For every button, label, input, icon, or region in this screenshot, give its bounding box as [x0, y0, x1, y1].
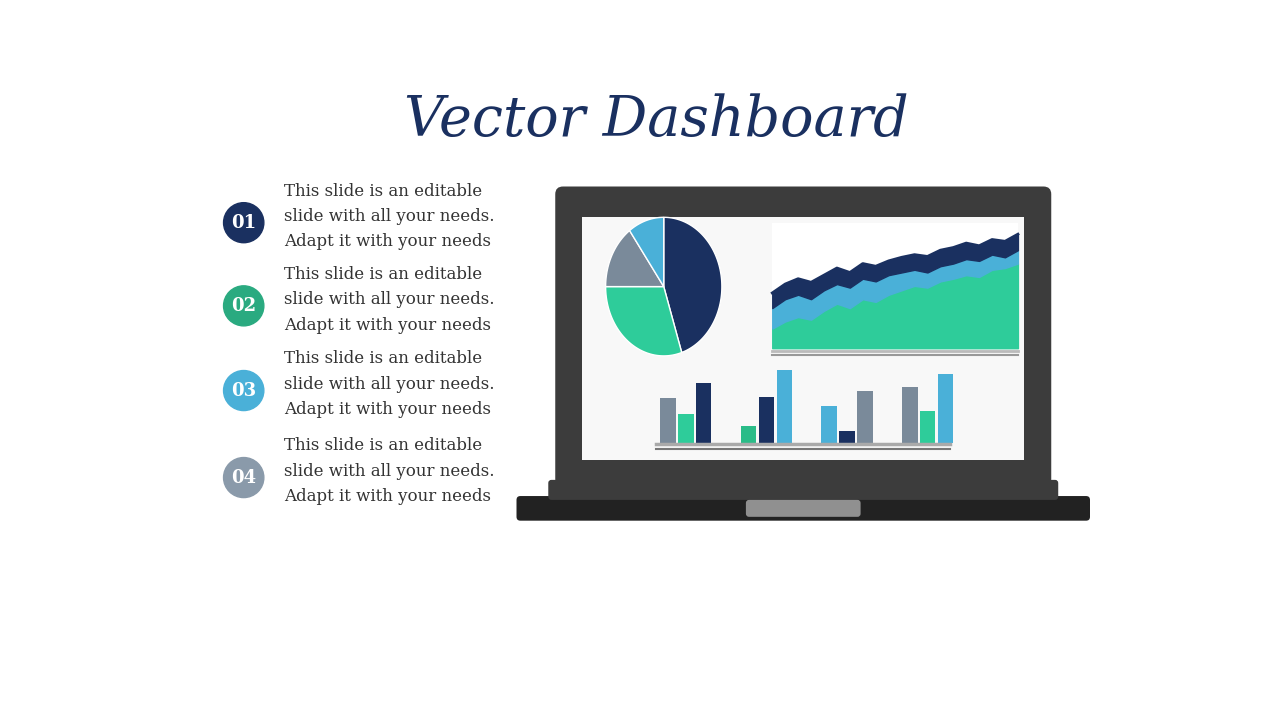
FancyBboxPatch shape	[920, 410, 936, 443]
Text: 04: 04	[232, 469, 256, 487]
FancyBboxPatch shape	[759, 397, 774, 443]
FancyBboxPatch shape	[548, 480, 1059, 500]
Circle shape	[224, 371, 264, 410]
FancyBboxPatch shape	[556, 186, 1051, 487]
Circle shape	[224, 457, 264, 498]
Text: 02: 02	[232, 297, 256, 315]
FancyBboxPatch shape	[840, 431, 855, 443]
FancyBboxPatch shape	[678, 414, 694, 443]
FancyBboxPatch shape	[822, 406, 837, 443]
FancyBboxPatch shape	[696, 383, 712, 443]
FancyBboxPatch shape	[772, 223, 1018, 348]
Circle shape	[224, 286, 264, 326]
Circle shape	[224, 202, 264, 243]
Polygon shape	[630, 217, 664, 287]
FancyBboxPatch shape	[746, 500, 860, 517]
Text: 01: 01	[232, 214, 256, 232]
FancyBboxPatch shape	[582, 217, 1024, 460]
Text: Vector Dashboard: Vector Dashboard	[403, 94, 909, 148]
FancyBboxPatch shape	[938, 374, 954, 443]
FancyBboxPatch shape	[858, 390, 873, 443]
FancyBboxPatch shape	[777, 370, 792, 443]
FancyBboxPatch shape	[902, 387, 918, 443]
Text: 03: 03	[232, 382, 256, 400]
FancyBboxPatch shape	[517, 496, 1091, 521]
FancyBboxPatch shape	[741, 426, 756, 443]
Text: This slide is an editable
slide with all your needs.
Adapt it with your needs: This slide is an editable slide with all…	[284, 266, 494, 333]
Text: This slide is an editable
slide with all your needs.
Adapt it with your needs: This slide is an editable slide with all…	[284, 183, 494, 251]
Text: This slide is an editable
slide with all your needs.
Adapt it with your needs: This slide is an editable slide with all…	[284, 438, 494, 505]
Polygon shape	[605, 287, 682, 356]
FancyBboxPatch shape	[660, 398, 676, 443]
Polygon shape	[605, 230, 664, 287]
Polygon shape	[664, 217, 722, 353]
Text: This slide is an editable
slide with all your needs.
Adapt it with your needs: This slide is an editable slide with all…	[284, 351, 494, 418]
